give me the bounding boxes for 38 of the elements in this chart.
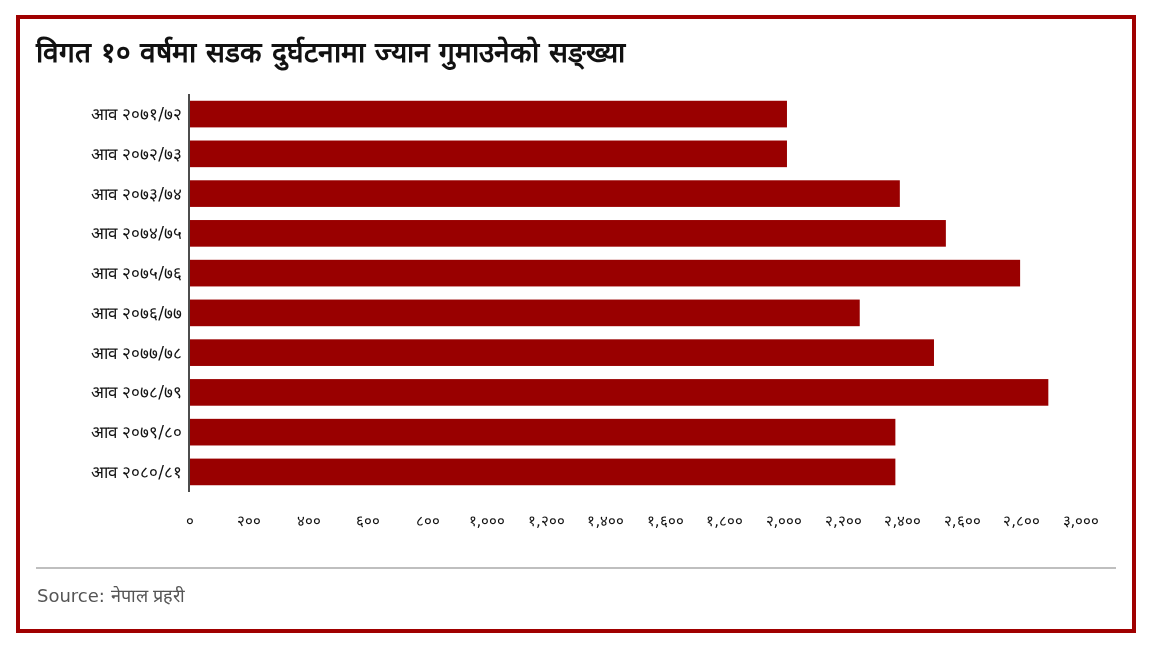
y-tick-label: आव २०८०/८१ (90, 461, 182, 482)
x-tick-label: ६०० (356, 512, 381, 530)
x-tick-label: २,००० (765, 512, 803, 530)
y-tick-label: आव २०७४/७५ (90, 223, 182, 244)
y-tick-label: आव २०७७/७८ (90, 342, 182, 363)
bar (190, 140, 787, 168)
x-tick-label: १,००० (468, 512, 506, 530)
x-tick-label: ८०० (415, 512, 440, 530)
x-tick-label: ३,००० (1062, 512, 1100, 530)
x-tick-label: ० (186, 512, 194, 530)
bar (190, 220, 946, 247)
y-tick-label: आव २०७६/७७ (90, 302, 182, 323)
y-tick-label: आव २०७२/७३ (90, 143, 182, 164)
x-tick-label: २०० (237, 512, 262, 530)
bar (190, 379, 1049, 406)
bar (190, 100, 787, 128)
bar (190, 180, 900, 207)
x-tick-label: १,६०० (646, 512, 684, 530)
x-tick-label: १,२०० (528, 512, 565, 530)
y-tick-label: आव २०७५/७६ (90, 263, 182, 284)
y-tick-label: आव २०७३/७४ (90, 183, 182, 204)
x-tick-label: १,८०० (706, 512, 743, 530)
bar (190, 299, 860, 327)
chart-title: विगत १० वर्षमा सडक दुर्घटनामा ज्यान गुमाउनेको सङ्ख्या (35, 36, 628, 71)
y-tick-label: आव २०७१/७२ (90, 104, 182, 125)
bar (190, 259, 1021, 287)
bar (190, 458, 896, 486)
x-tick-label: २,२०० (825, 512, 862, 530)
x-tick-label: १,४०० (587, 512, 625, 530)
bar (190, 339, 934, 366)
x-tick-label: २,६०० (943, 512, 981, 530)
bar (190, 418, 896, 446)
x-tick-label: २,८०० (1003, 512, 1040, 530)
x-tick-label: ४०० (296, 512, 321, 530)
y-tick-label: आव २०७९/८० (90, 422, 182, 443)
y-tick-label: आव २०७८/७९ (90, 382, 182, 403)
x-tick-label: २,४०० (884, 512, 922, 530)
source-note: Source: नेपाल प्रहरी (37, 585, 186, 606)
